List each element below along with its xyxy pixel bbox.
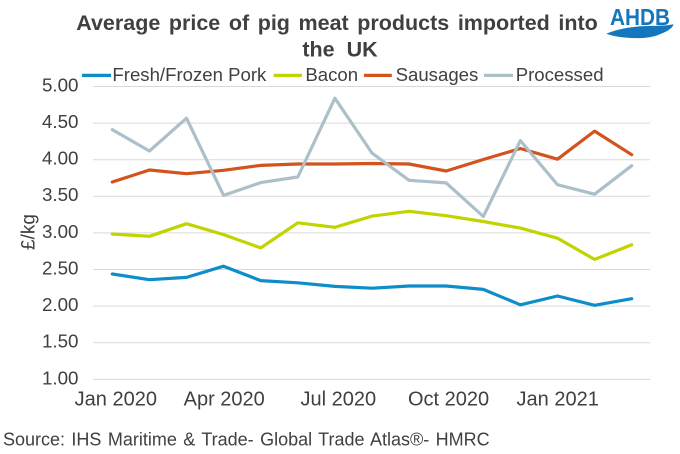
svg-text:4.00: 4.00 [42,148,79,169]
svg-text:Bacon: Bacon [305,64,358,85]
svg-text:AHDB: AHDB [610,4,670,30]
svg-text:Apr 2020: Apr 2020 [184,389,265,411]
svg-text:Jan 2021: Jan 2021 [517,389,599,411]
svg-text:1.00: 1.00 [42,367,79,388]
svg-text:4.50: 4.50 [42,111,79,132]
svg-text:the UK: the UK [302,37,378,61]
svg-text:£/kg: £/kg [19,214,40,250]
svg-text:3.00: 3.00 [42,221,79,242]
svg-text:Jul 2020: Jul 2020 [300,389,376,411]
svg-text:Source: IHS Maritime & Trade-: Source: IHS Maritime & Trade- Global Tra… [3,430,490,450]
svg-text:5.00: 5.00 [42,74,79,95]
svg-text:1.50: 1.50 [42,331,79,352]
svg-text:3.50: 3.50 [42,184,79,205]
svg-text:Jan 2020: Jan 2020 [75,389,157,411]
svg-text:Sausages: Sausages [396,64,479,85]
svg-text:2.00: 2.00 [42,294,79,315]
svg-text:2.50: 2.50 [42,257,79,278]
svg-text:Oct 2020: Oct 2020 [408,389,489,411]
svg-text:Processed: Processed [516,64,604,85]
svg-text:Fresh/Frozen Pork: Fresh/Frozen Pork [112,64,267,85]
svg-text:Average price of pig meat prod: Average price of pig meat products impor… [76,11,598,35]
